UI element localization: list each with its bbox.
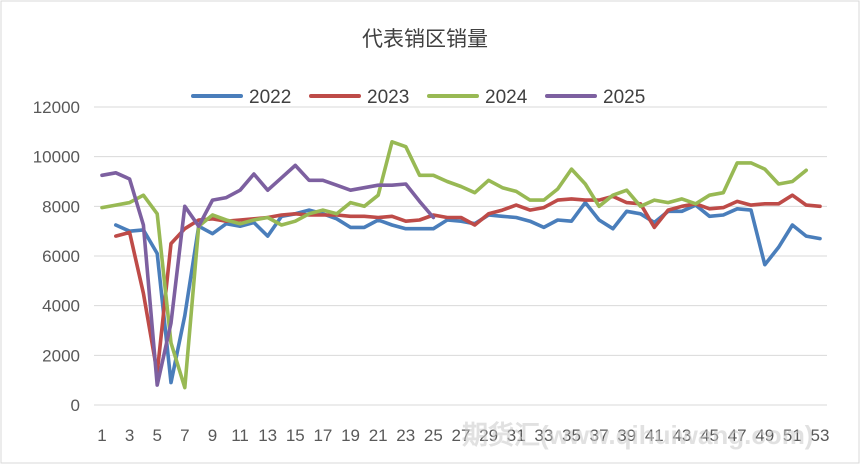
y-tick-label: 8000 [42, 197, 80, 216]
y-tick-label: 12000 [33, 98, 80, 117]
y-tick-label: 2000 [42, 346, 80, 365]
y-tick-label: 10000 [33, 148, 80, 167]
x-tick-label: 3 [125, 426, 134, 445]
series-line-2024 [100, 140, 808, 390]
x-tick-label: 37 [590, 426, 609, 445]
x-tick-label: 19 [341, 426, 360, 445]
x-tick-label: 25 [424, 426, 443, 445]
x-tick-label: 13 [258, 426, 277, 445]
x-tick-label: 11 [231, 426, 249, 445]
legend-label-2025: 2025 [603, 87, 645, 108]
x-tick-label: 35 [562, 426, 581, 445]
chart-title: 代表销区销量 [362, 28, 488, 51]
x-tick-label: 27 [452, 426, 471, 445]
x-tick-label: 51 [783, 426, 802, 445]
x-tick-label: 9 [208, 426, 217, 445]
x-tick-label: 39 [617, 426, 636, 445]
y-axis: 0 2000 4000 6000 8000 10000 12000 [33, 98, 80, 415]
x-tick-label: 7 [180, 426, 189, 445]
x-tick-label: 43 [672, 426, 691, 445]
x-tick-label: 23 [396, 426, 415, 445]
x-tick-label: 33 [534, 426, 553, 445]
series-lines [100, 140, 822, 390]
x-tick-label: 1 [97, 426, 106, 445]
x-tick-label: 47 [728, 426, 747, 445]
y-tick-label: 0 [71, 396, 80, 415]
series-line-2025 [100, 163, 436, 387]
legend-label-2023: 2023 [367, 87, 409, 108]
x-tick-label: 31 [507, 426, 526, 445]
x-tick-label: 53 [811, 426, 830, 445]
x-tick-label: 45 [700, 426, 719, 445]
legend-label-2024: 2024 [485, 87, 528, 108]
x-tick-label: 21 [369, 426, 388, 445]
x-tick-label: 29 [479, 426, 498, 445]
x-tick-label: 41 [645, 426, 664, 445]
grid-lines [94, 106, 827, 406]
x-tick-label: 49 [755, 426, 774, 445]
x-axis: 1 3 5 7 9 11 13 15 17 19 21 23 25 27 29 31 33 35 37 39 41 43 4… [97, 426, 829, 445]
chart-legend: 2022 2023 2024 2025 [191, 87, 645, 108]
x-tick-label: 15 [286, 426, 305, 445]
watermark: 期货汇(www.qihuiwang.com) [462, 420, 813, 450]
legend-label-2022: 2022 [249, 87, 291, 108]
x-tick-label: 17 [313, 426, 332, 445]
y-tick-label: 4000 [42, 297, 80, 316]
x-tick-label: 5 [152, 426, 161, 445]
y-tick-label: 6000 [42, 247, 80, 266]
